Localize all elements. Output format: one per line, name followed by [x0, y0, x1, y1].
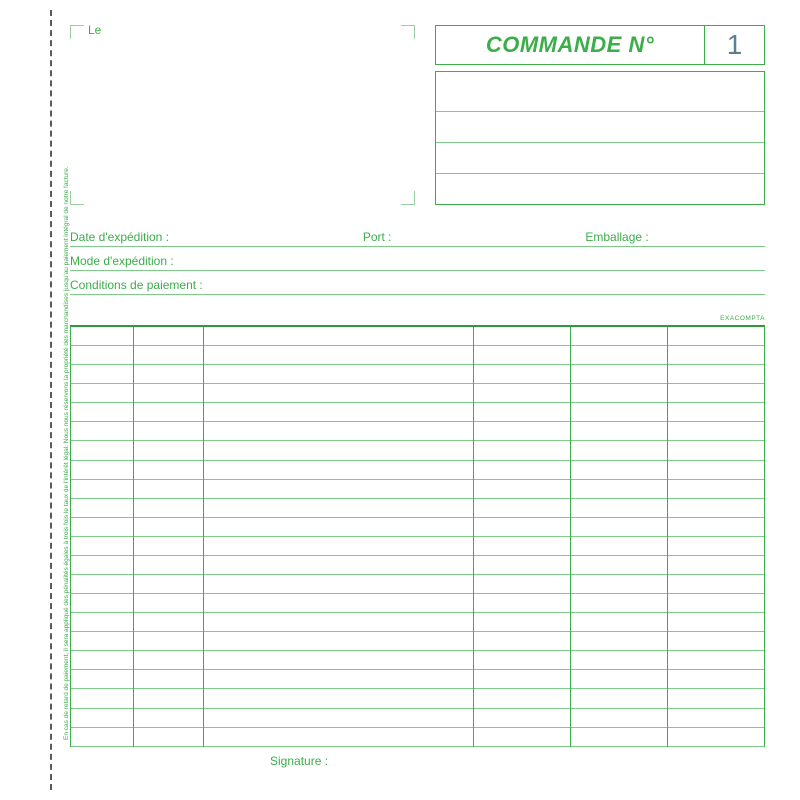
field-label: Conditions de paiement :: [70, 278, 203, 292]
table-row: [71, 403, 764, 422]
corner-icon: [70, 25, 84, 39]
le-label: Le: [88, 23, 101, 37]
top-section: Le COMMANDE N° 1: [70, 25, 765, 205]
field-label: Port :: [363, 230, 392, 244]
table-column-divider: [570, 327, 571, 747]
shipping-fields: Date d'expédition : Port : Emballage : Mode…: [70, 223, 765, 295]
table-row: [71, 709, 764, 728]
table-column-divider: [133, 327, 134, 747]
table-row: [71, 537, 764, 556]
field-row: Mode d'expédition :: [70, 247, 765, 271]
table-row: [71, 365, 764, 384]
table-row: [71, 384, 764, 403]
table-column-divider: [667, 327, 668, 747]
field-row: Date d'expédition : Port : Emballage :: [70, 223, 765, 247]
corner-icon: [401, 191, 415, 205]
reference-line: [436, 111, 764, 142]
table-row: [71, 728, 764, 747]
table-row: [71, 556, 764, 575]
table-row: [71, 613, 764, 632]
table-row: [71, 689, 764, 708]
field-label: Mode d'expédition :: [70, 254, 174, 268]
table-row: [71, 670, 764, 689]
table-row: [71, 480, 764, 499]
table-row: [71, 632, 764, 651]
order-header: COMMANDE N° 1: [435, 25, 765, 65]
table-row: [71, 594, 764, 613]
table-row: [71, 422, 764, 441]
items-section: Signature :: [70, 325, 765, 775]
reference-line: [436, 142, 764, 173]
field-label: Emballage :: [585, 230, 648, 244]
order-number: 1: [704, 26, 764, 64]
signature-row: Signature :: [70, 747, 765, 775]
field-row: Conditions de paiement :: [70, 271, 765, 295]
items-table: [70, 325, 765, 747]
address-box: Le: [70, 25, 415, 205]
brand-mark: EXACOMPTA: [720, 315, 765, 322]
field-label: Date d'expédition :: [70, 230, 169, 244]
table-row: [71, 441, 764, 460]
table-row: [71, 651, 764, 670]
legal-note: En cas de retard de paiement, il sera ap…: [63, 166, 70, 740]
reference-line: [436, 173, 764, 204]
table-row: [71, 327, 764, 346]
table-column-divider: [473, 327, 474, 747]
table-row: [71, 575, 764, 594]
table-column-divider: [203, 327, 204, 747]
perforation-line: [50, 10, 52, 790]
reference-box: [435, 71, 765, 205]
order-number-box: COMMANDE N° 1: [435, 25, 765, 205]
order-title: COMMANDE N°: [436, 26, 704, 64]
corner-icon: [70, 191, 84, 205]
corner-icon: [401, 25, 415, 39]
table-row: [71, 346, 764, 365]
table-row: [71, 499, 764, 518]
table-row: [71, 461, 764, 480]
table-row: [71, 518, 764, 537]
reference-blank: [436, 72, 764, 111]
order-form: Le COMMANDE N° 1 Date d'expédition : Port…: [70, 25, 765, 775]
signature-label: Signature :: [270, 754, 328, 768]
